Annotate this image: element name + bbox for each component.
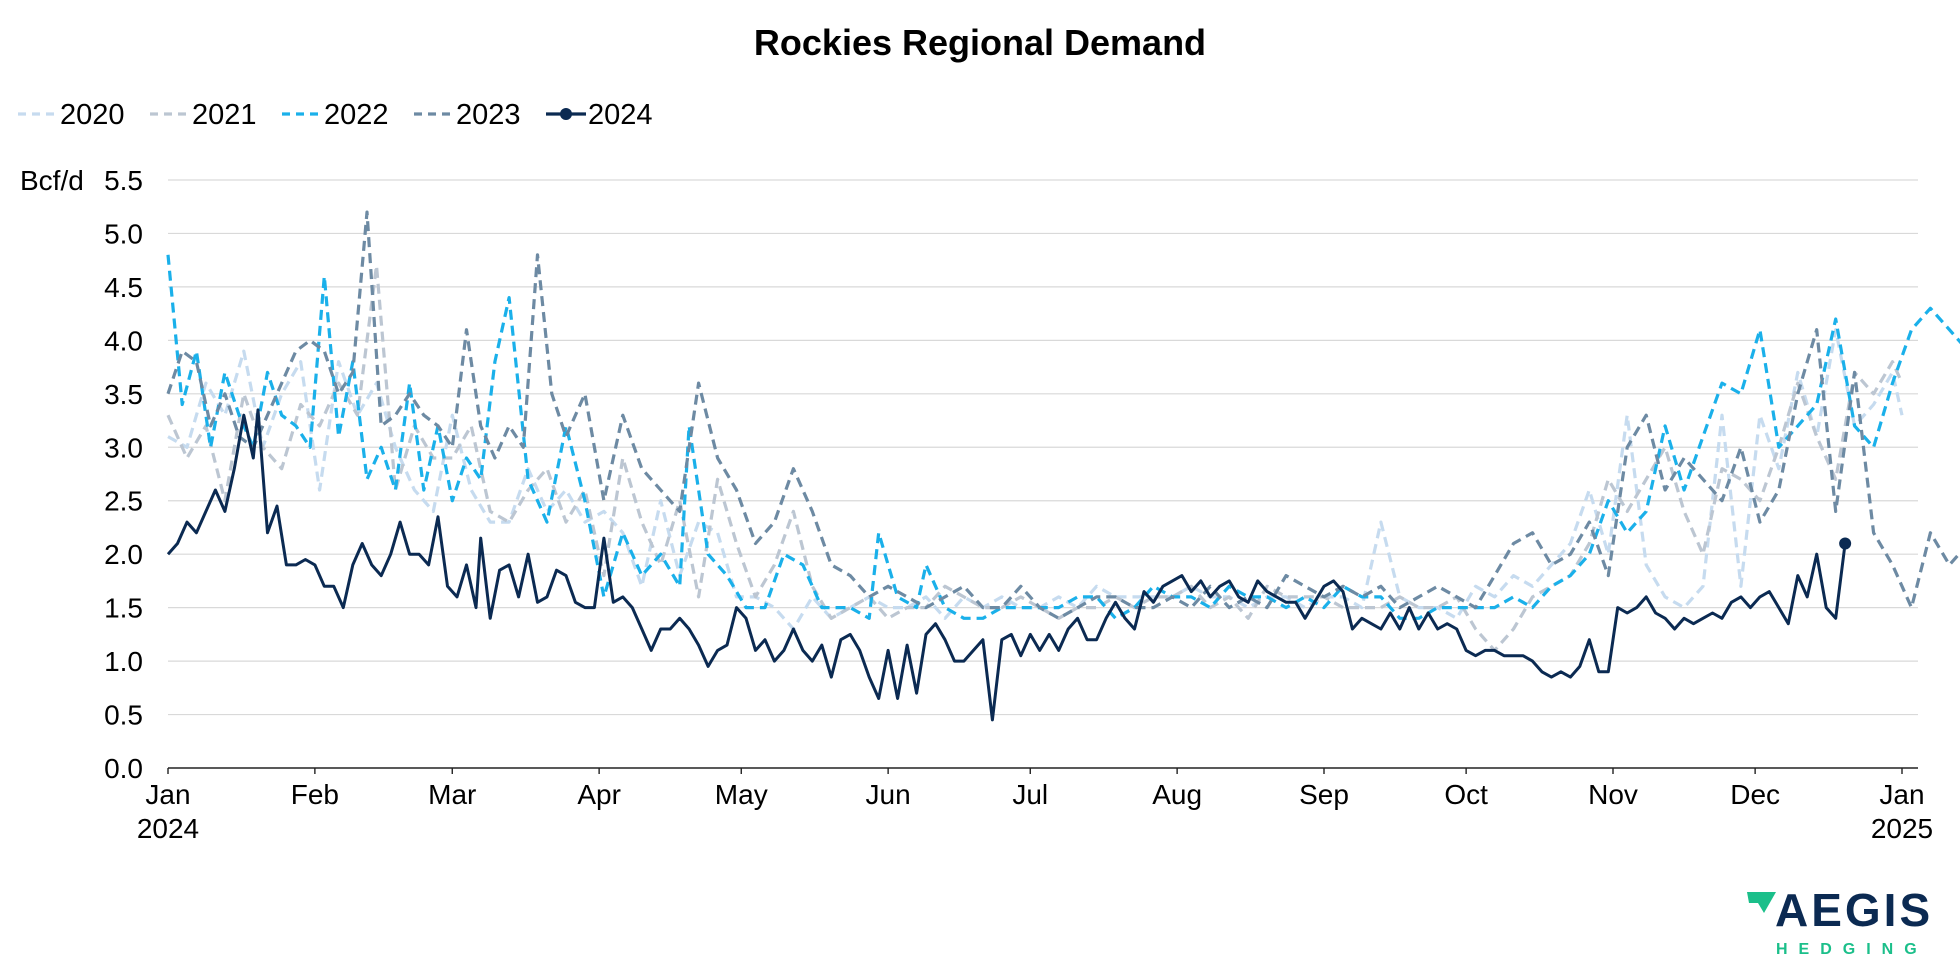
y-tick-label: 3.0 [104,432,143,463]
x-tick-label: May [715,779,768,810]
legend-label: 2020 [60,99,125,131]
series-lines [166,210,1960,722]
y-axis-unit-label: Bcf/d [20,165,84,196]
legend-item-2024: 2024 [546,99,653,131]
x-tick-year-label: 2024 [137,813,199,844]
y-tick-labels: 0.0 0.5 1.0 1.5 2.0 2.5 3.0 3.5 4.0 4.5 5.0 5.5 [104,165,143,784]
legend-item-2023: 2023 [414,99,521,131]
x-tick-label: Jun [866,779,911,810]
y-tick-label: 1.5 [104,593,143,624]
legend-marker [560,108,572,120]
y-tick-label: 1.0 [104,646,143,677]
x-tick-label: Sep [1299,779,1349,810]
y-tick-label: 0.5 [104,700,143,731]
y-tick-label: 5.5 [104,165,143,196]
chart-title: Rockies Regional Demand [754,22,1206,63]
x-tick-label: Aug [1152,779,1202,810]
legend-label: 2022 [324,99,389,131]
x-tick-label: Jan [145,779,190,810]
y-tick-label: 0.0 [104,753,143,784]
legend-item-2022: 2022 [282,99,389,131]
series-line-2020 [167,328,1904,631]
legend: 2020 2021 2022 2023 2024 [18,99,653,131]
y-tick-label: 2.5 [104,486,143,517]
legend-item-2021: 2021 [150,99,257,131]
x-tick-label: Nov [1588,779,1638,810]
aegis-logo: AEGIS HEDGING [1747,884,1933,958]
x-tick-label: Feb [291,779,339,810]
y-tick-label: 4.0 [104,325,143,356]
x-tick-label: Jan [1879,779,1924,810]
x-tick-year-label: 2025 [1871,813,1933,844]
y-tick-label: 2.0 [104,539,143,570]
logo-subtitle: HEDGING [1776,941,1928,958]
legend-label: 2023 [456,99,521,131]
logo-wordmark: AEGIS [1775,884,1933,936]
x-tick-label: Mar [428,779,476,810]
y-tick-label: 5.0 [104,218,143,249]
y-tick-label: 3.5 [104,379,143,410]
x-tick-label: Apr [577,779,621,810]
series-end-marker-2024 [1839,537,1852,550]
logo-mark-icon [1747,892,1776,913]
legend-label: 2021 [192,99,257,131]
x-tick-label: Jul [1012,779,1048,810]
series-line-2024 [166,408,1847,722]
x-tick-label: Dec [1730,779,1780,810]
legend-item-2020: 2020 [18,99,125,131]
series-line-2021 [166,263,1904,652]
legend-label: 2024 [588,99,653,131]
y-tick-label: 4.5 [104,272,143,303]
series-line-2023 [166,210,1960,620]
x-tick-label: Oct [1444,779,1488,810]
